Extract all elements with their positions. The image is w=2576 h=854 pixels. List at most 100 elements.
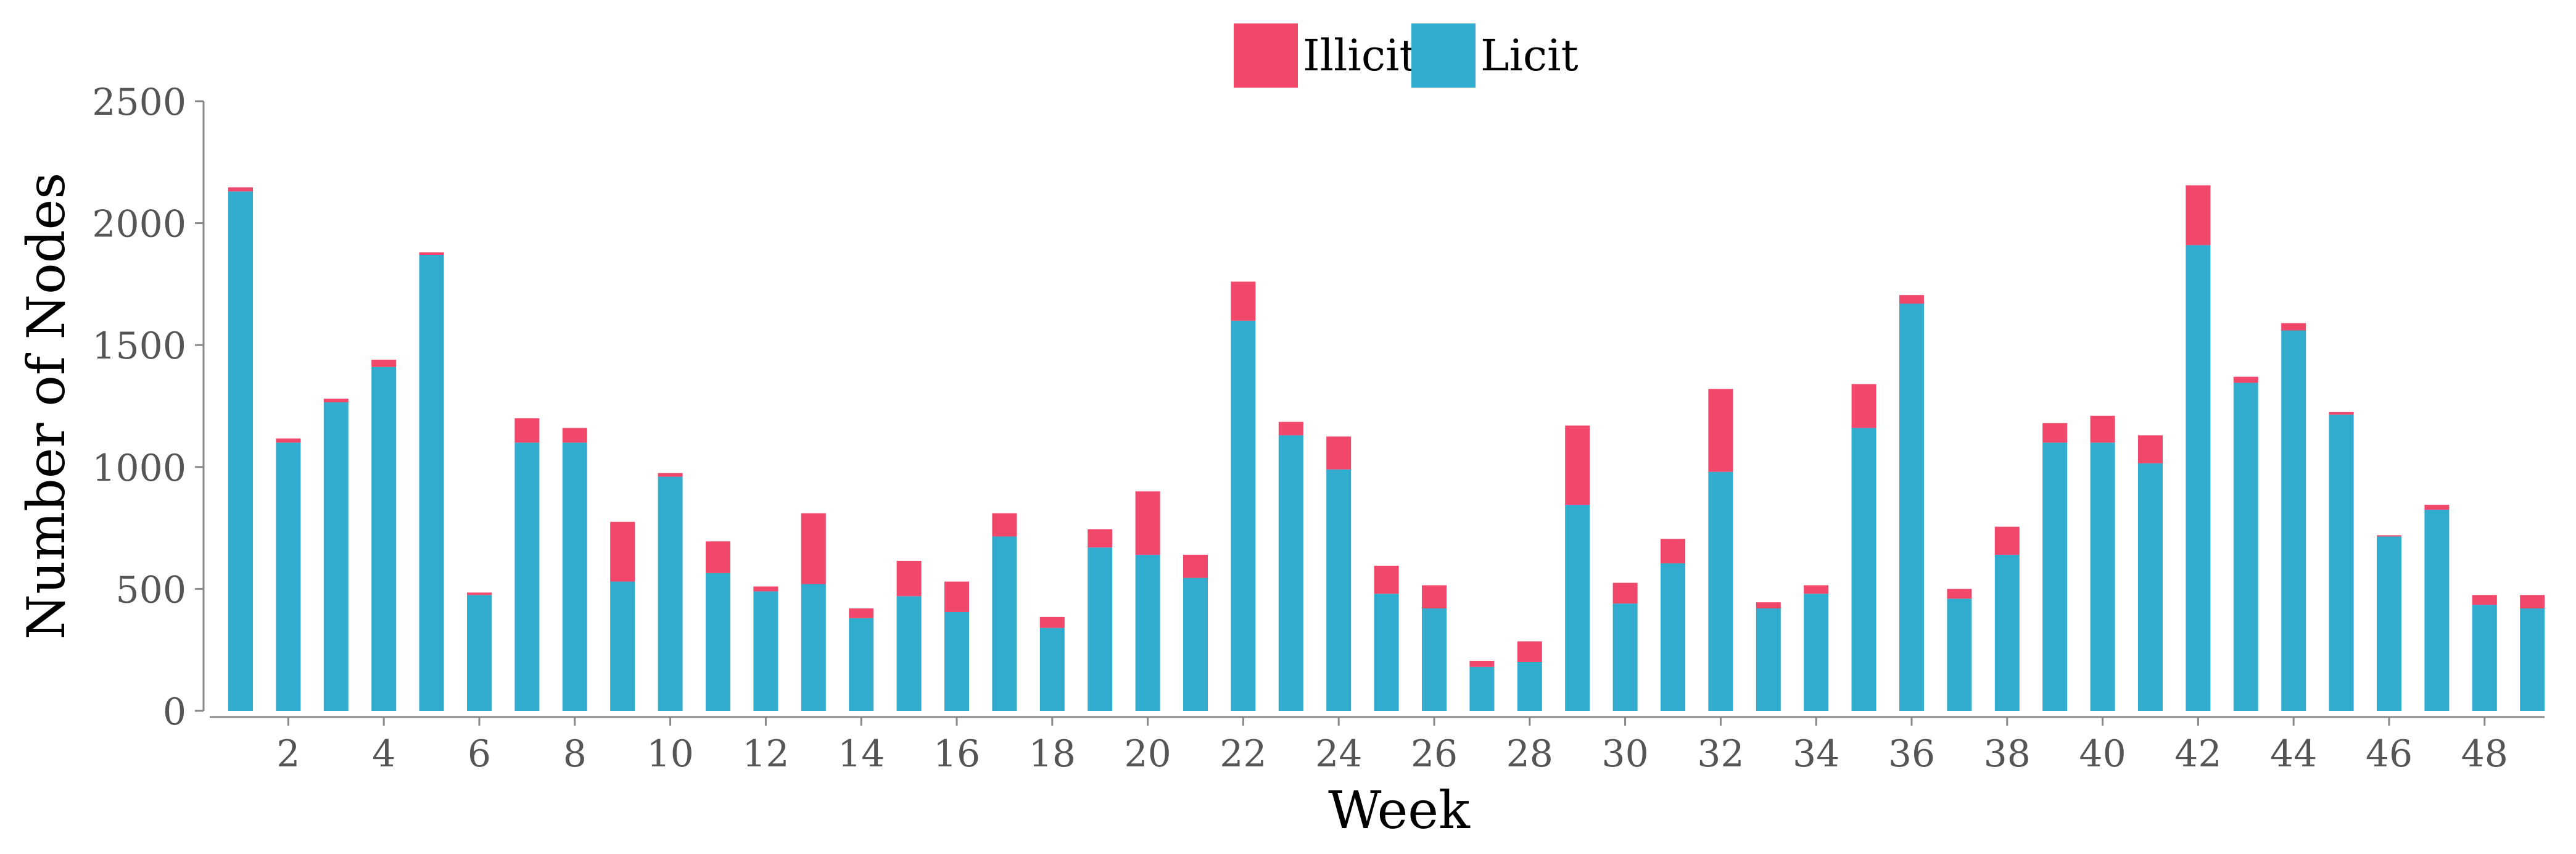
x-tick-label-32: 32	[1697, 732, 1744, 776]
bar-licit-week-45	[2329, 414, 2354, 711]
bar-illicit-week-4	[371, 359, 397, 367]
bar-licit-week-22	[1231, 320, 1256, 711]
bar-licit-week-25	[1374, 594, 1399, 711]
bar-licit-week-12	[753, 591, 778, 711]
bar-illicit-week-11	[706, 541, 730, 573]
x-tick-label-36: 36	[1888, 732, 1935, 776]
legend: Illicit Licit	[1234, 23, 1579, 88]
bar-licit-week-1	[228, 191, 253, 711]
y-tick-label-1500: 1500	[92, 325, 186, 368]
x-tick-label-12: 12	[742, 732, 789, 776]
y-tick-label-0: 0	[163, 690, 186, 734]
bar-illicit-week-34	[1804, 585, 1829, 594]
bar-licit-week-33	[1756, 608, 1781, 711]
bar-illicit-week-19	[1088, 529, 1113, 548]
bar-licit-week-19	[1088, 547, 1113, 711]
bar-licit-week-9	[610, 581, 635, 711]
bar-illicit-week-24	[1326, 436, 1352, 470]
bar-illicit-week-22	[1231, 281, 1256, 321]
legend-label-illicit: Illicit	[1303, 30, 1417, 81]
bar-illicit-week-29	[1565, 425, 1590, 505]
bar-illicit-week-20	[1135, 491, 1160, 555]
bar-licit-week-31	[1661, 563, 1685, 711]
bar-illicit-week-8	[562, 428, 587, 443]
bar-licit-week-34	[1804, 594, 1829, 711]
bar-illicit-week-7	[514, 418, 540, 443]
bar-illicit-week-21	[1183, 555, 1208, 578]
bar-illicit-week-41	[2138, 435, 2163, 463]
x-tick-label-28: 28	[1506, 732, 1553, 776]
x-tick-label-20: 20	[1124, 732, 1171, 776]
legend-swatch-licit	[1411, 23, 1476, 88]
x-tick-label-6: 6	[468, 732, 491, 776]
bar-licit-week-37	[1947, 599, 1972, 711]
bar-licit-week-3	[323, 402, 349, 711]
legend-swatch-illicit	[1234, 23, 1298, 88]
y-axis-title: Number of Nodes	[16, 173, 76, 640]
x-tick-label-38: 38	[1984, 732, 2031, 776]
bar-licit-week-17	[992, 536, 1017, 711]
bar-licit-week-29	[1565, 505, 1590, 711]
bar-illicit-week-13	[801, 513, 826, 584]
x-tick-label-34: 34	[1793, 732, 1839, 776]
bar-licit-week-10	[658, 476, 683, 711]
bar-licit-week-4	[371, 367, 397, 711]
bar-licit-week-21	[1183, 578, 1208, 711]
bar-licit-week-6	[467, 595, 492, 711]
x-tick-label-10: 10	[646, 732, 693, 776]
legend-label-licit: Licit	[1480, 30, 1579, 81]
bar-illicit-week-49	[2520, 595, 2545, 609]
bar-licit-week-26	[1422, 608, 1447, 711]
bar-illicit-week-33	[1756, 602, 1781, 609]
bar-licit-week-32	[1708, 471, 1733, 711]
bar-licit-week-18	[1039, 628, 1065, 711]
bar-licit-week-16	[944, 611, 969, 711]
y-tick-label-2500: 2500	[92, 81, 186, 124]
x-tick-label-42: 42	[2174, 732, 2221, 776]
bar-illicit-week-27	[1469, 660, 1495, 667]
bar-licit-week-48	[2472, 605, 2497, 711]
bar-licit-week-44	[2281, 330, 2306, 711]
bar-illicit-week-47	[2424, 505, 2450, 510]
bar-illicit-week-1	[228, 187, 253, 192]
bar-illicit-week-38	[1994, 526, 2020, 555]
bar-illicit-week-39	[2042, 423, 2068, 443]
bar-licit-week-42	[2186, 245, 2211, 711]
bar-licit-week-15	[896, 596, 922, 711]
bar-illicit-week-45	[2329, 412, 2354, 415]
x-tick-label-40: 40	[2079, 732, 2126, 776]
bar-licit-week-36	[1899, 304, 1924, 711]
bar-illicit-week-5	[419, 252, 444, 255]
x-tick-label-16: 16	[933, 732, 980, 776]
bar-licit-week-49	[2520, 608, 2545, 711]
bar-illicit-week-30	[1612, 582, 1638, 604]
x-tick-label-30: 30	[1601, 732, 1648, 776]
bar-illicit-week-44	[2281, 323, 2306, 331]
bar-licit-week-35	[1851, 428, 1876, 711]
bar-licit-week-24	[1326, 469, 1352, 711]
bar-licit-week-28	[1517, 661, 1542, 711]
bar-illicit-week-43	[2233, 376, 2258, 383]
bar-illicit-week-48	[2472, 595, 2497, 605]
x-tick-label-22: 22	[1220, 732, 1266, 776]
x-tick-label-46: 46	[2366, 732, 2413, 776]
bar-illicit-week-17	[992, 513, 1017, 537]
bar-illicit-week-3	[323, 399, 349, 403]
bar-licit-week-39	[2042, 442, 2068, 711]
bar-illicit-week-12	[753, 586, 778, 592]
x-tick-label-48: 48	[2461, 732, 2508, 776]
bar-illicit-week-26	[1422, 585, 1447, 609]
y-tick-label-2000: 2000	[92, 203, 186, 246]
bar-licit-week-43	[2233, 383, 2258, 711]
bar-illicit-week-10	[658, 473, 683, 477]
bar-licit-week-14	[849, 618, 874, 711]
bar-licit-week-27	[1469, 666, 1495, 711]
x-tick-label-8: 8	[563, 732, 587, 776]
x-tick-label-4: 4	[372, 732, 395, 776]
x-tick-label-44: 44	[2270, 732, 2317, 776]
bar-illicit-week-35	[1851, 384, 1876, 428]
bar-illicit-week-9	[610, 521, 635, 582]
x-tick-label-14: 14	[838, 732, 885, 776]
bars-group	[228, 185, 2545, 711]
